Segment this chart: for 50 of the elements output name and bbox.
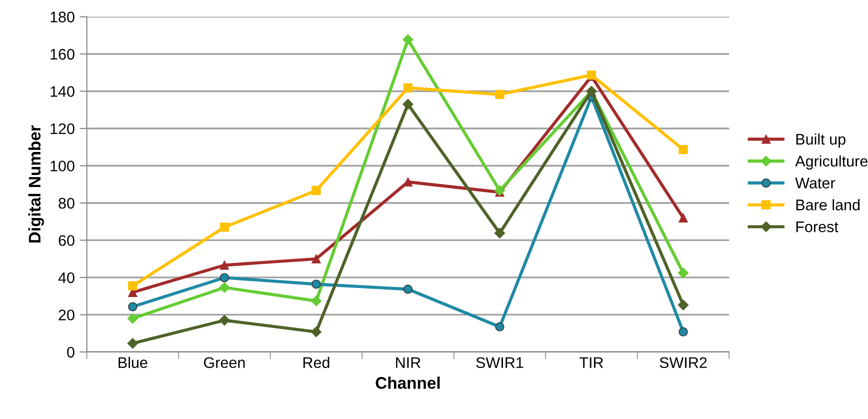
point	[128, 302, 138, 312]
point	[220, 222, 230, 232]
x-tick-label: Red	[303, 356, 330, 368]
point	[678, 327, 688, 336]
point	[310, 296, 322, 306]
legend-label: Forest	[796, 222, 838, 232]
legend-label: Agriculture	[795, 155, 868, 170]
x-tick-label: Green	[204, 357, 245, 368]
x-tick-label: Blue	[118, 356, 148, 368]
point	[312, 280, 321, 289]
point	[312, 254, 321, 264]
legend-label: Built up	[796, 133, 846, 148]
point	[494, 228, 506, 238]
point	[127, 313, 138, 324]
point	[219, 282, 230, 293]
point	[678, 268, 689, 278]
point	[403, 284, 413, 294]
point	[495, 90, 504, 99]
x-tick-label: NIR	[396, 357, 420, 368]
point	[219, 314, 230, 326]
point	[220, 273, 230, 282]
y-tick-label: 100	[50, 160, 74, 172]
y-tick-label: 120	[50, 123, 74, 134]
point	[220, 260, 230, 270]
y-tick-label: 140	[50, 86, 74, 97]
y-tick-label: 20	[58, 310, 74, 320]
point	[678, 213, 688, 222]
point	[402, 98, 414, 110]
point	[495, 322, 504, 332]
x-tick-label: TIR	[580, 357, 604, 368]
x-axis-title: Channel	[376, 376, 440, 389]
y-axis-title: Digital Number	[28, 125, 44, 243]
point	[312, 186, 321, 196]
x-tick-label: SWIR2	[660, 357, 707, 368]
point	[678, 144, 688, 154]
point	[128, 281, 138, 290]
y-tick-label: 80	[58, 198, 74, 209]
legend-label: Water	[795, 178, 836, 188]
y-tick-label: 0	[67, 346, 74, 358]
point	[402, 34, 414, 45]
x-tick-label: SWIR1	[476, 357, 524, 368]
point	[678, 300, 689, 310]
point	[403, 83, 413, 92]
point	[127, 338, 138, 349]
y-tick-label: 60	[58, 235, 74, 246]
y-tick-label: 160	[50, 48, 74, 60]
point	[310, 326, 322, 338]
legend-label: Bare land	[796, 199, 860, 210]
y-tick-label: 40	[58, 272, 74, 284]
y-tick-label: 180	[50, 12, 74, 22]
